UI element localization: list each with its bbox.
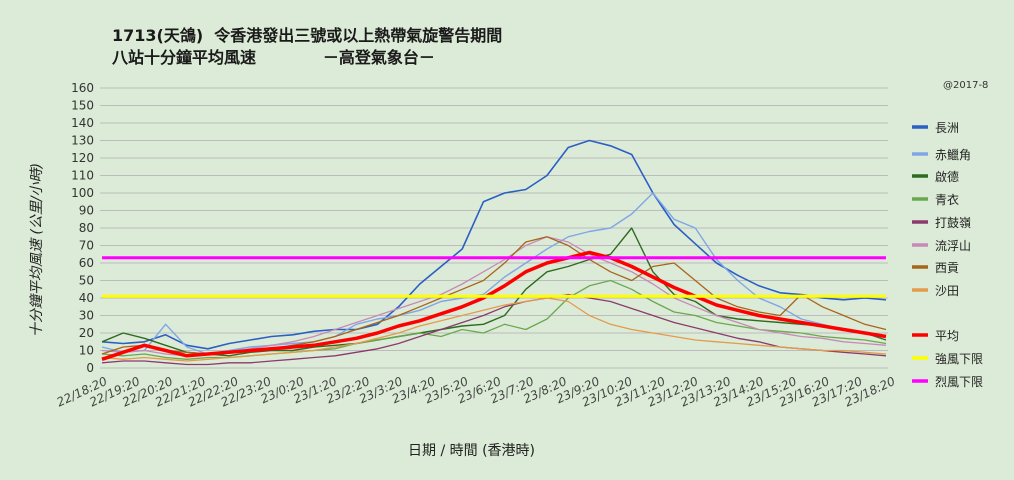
legend-entry: 打鼓嶺 xyxy=(935,216,971,230)
legend-entry: 流浮山 xyxy=(935,239,971,253)
legend-entry: 沙田 xyxy=(935,284,959,298)
y-axis-label: 十分鐘平均風速 (公里/小時) xyxy=(29,162,45,338)
y-tick-label: 140 xyxy=(71,116,94,130)
y-tick-labels: 0 10 20 30 40 50 60 70 80 90 100 110 120 130 140 150 160 xyxy=(71,81,94,375)
legend-entry: 啟德 xyxy=(935,169,959,184)
y-tick-label: 80 xyxy=(79,221,94,235)
series-line xyxy=(101,293,887,366)
series-line xyxy=(101,250,887,361)
y-tick-label: 40 xyxy=(79,291,94,305)
legend-entry: 強風下限 xyxy=(935,352,983,366)
legend-entry: 長洲 xyxy=(935,121,959,135)
chart-title-line-1: 1713(天鴿) 令香港發出三號或以上熱帶氣旋警告期間 xyxy=(112,26,503,45)
y-tick-label: 160 xyxy=(71,81,94,95)
x-axis-label: 日期 / 時間 (香港時) xyxy=(408,443,535,459)
series-lines xyxy=(101,139,887,366)
legend-entry: 烈風下限 xyxy=(935,375,983,389)
series-line xyxy=(101,297,887,362)
y-tick-label: 90 xyxy=(79,204,94,218)
y-tick-label: 50 xyxy=(79,274,94,288)
y-tick-label: 10 xyxy=(79,344,94,358)
y-tick-label: 0 xyxy=(86,361,94,375)
y-tick-label: 110 xyxy=(71,169,94,183)
y-tick-label: 150 xyxy=(71,99,94,113)
legend-entry: 西貢 xyxy=(935,261,959,275)
y-tick-label: 20 xyxy=(79,326,94,340)
y-tick-label: 30 xyxy=(79,309,94,323)
y-tick-label: 120 xyxy=(71,151,94,165)
series-line xyxy=(101,139,887,350)
x-tick-labels: 22/18:2022/19:2022/20:2022/21:2022/22:20… xyxy=(54,374,897,410)
y-tick-label: 60 xyxy=(79,256,94,270)
series-line xyxy=(101,227,887,357)
grid-lines xyxy=(100,87,888,369)
y-tick-label: 130 xyxy=(71,134,94,148)
credit-label: @2017-8 xyxy=(943,80,989,91)
chart-title-line-2: 八站十分鐘平均風速 －高登氣象台－ xyxy=(112,48,435,67)
legend-entry: 青衣 xyxy=(935,192,959,207)
legend-entry: 赤鱲角 xyxy=(935,148,971,162)
legend-entry: 平均 xyxy=(935,329,959,343)
y-tick-label: 70 xyxy=(79,239,94,253)
y-tick-label: 100 xyxy=(71,186,94,200)
